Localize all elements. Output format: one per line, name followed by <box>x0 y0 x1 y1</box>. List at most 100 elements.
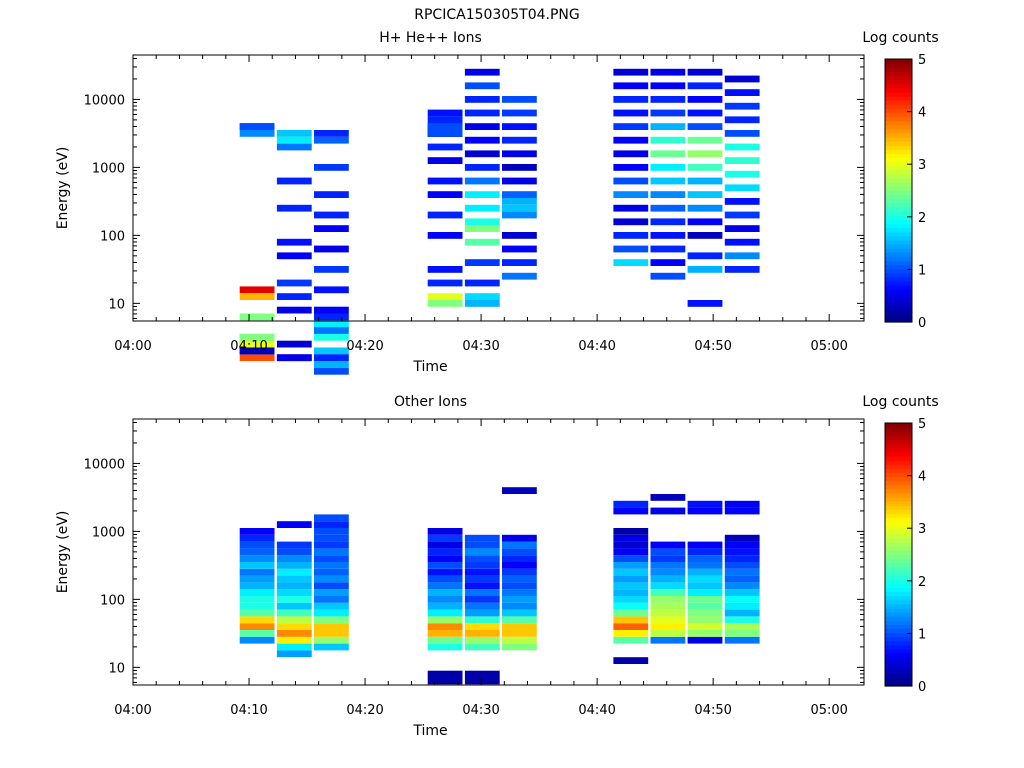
energy-bin <box>650 494 686 501</box>
energy-bin <box>650 123 686 130</box>
colorbar-segment <box>885 305 912 311</box>
colorbar-segment <box>885 248 912 253</box>
time-column <box>687 68 723 307</box>
energy-bin <box>724 89 760 96</box>
energy-bin <box>650 272 686 280</box>
energy-bin <box>502 177 537 185</box>
energy-bin <box>427 623 463 630</box>
energy-bin <box>276 177 312 185</box>
colorbar-segment <box>885 243 912 249</box>
colorbar-segment <box>885 488 912 494</box>
colorbar-segment <box>885 431 912 436</box>
energy-bin <box>650 630 686 637</box>
energy-bin <box>314 130 349 137</box>
energy-bin <box>427 143 463 151</box>
y-tick-label: 10 <box>108 661 125 676</box>
energy-bin <box>502 232 537 239</box>
colorbar-segment <box>885 513 912 519</box>
energy-bin <box>314 636 349 644</box>
x-tick-label: 05:00 <box>810 339 847 354</box>
colorbar-segment <box>885 562 912 568</box>
energy-bin <box>687 616 723 624</box>
colorbar-segment <box>885 186 912 192</box>
energy-bin <box>502 245 537 253</box>
x-tick-label: 04:20 <box>346 703 383 718</box>
energy-bin <box>613 191 649 198</box>
time-column <box>724 75 760 273</box>
energy-bin <box>464 670 500 678</box>
energy-bin <box>502 272 537 280</box>
colorbar-segment <box>885 603 912 609</box>
energy-bin <box>613 582 649 590</box>
colorbar-segment <box>885 174 912 179</box>
energy-bin <box>687 96 723 103</box>
energy-bin <box>650 136 686 144</box>
energy-bin <box>239 575 275 583</box>
colorbar-segment <box>885 624 912 630</box>
colorbar-segment <box>885 67 912 72</box>
x-axis: 04:00 04:10 04:20 04:30 04:40 04:50 05:00 <box>114 419 848 718</box>
x-axis-label: Time <box>412 359 447 375</box>
colorbar-segment <box>885 190 912 196</box>
energy-bin <box>724 198 760 205</box>
colorbar-segment <box>885 252 912 257</box>
energy-bin <box>314 354 349 362</box>
colorbar-segment <box>885 649 912 654</box>
energy-bin <box>613 82 649 90</box>
colorbar-segment <box>885 268 912 274</box>
colorbar-segment <box>885 264 912 270</box>
colorbar-segment <box>885 443 912 449</box>
energy-bin <box>314 286 349 294</box>
colorbar-segment <box>885 272 912 278</box>
energy-bin <box>427 589 463 596</box>
energy-bin <box>276 582 312 590</box>
energy-bin <box>502 204 537 212</box>
energy-bin <box>613 596 649 603</box>
energy-bin <box>276 136 312 144</box>
y-tick-label: 1000 <box>92 525 125 540</box>
energy-bin <box>650 541 686 549</box>
energy-bin <box>427 293 463 300</box>
energy-bin <box>724 636 760 644</box>
energy-bin <box>502 582 537 590</box>
energy-bin <box>314 616 349 624</box>
energy-bin <box>427 630 463 637</box>
energy-bin <box>724 562 760 569</box>
energy-bin <box>276 596 312 603</box>
colorbar-segment <box>885 455 912 461</box>
energy-bin <box>613 534 649 542</box>
colorbar-segment <box>885 550 912 556</box>
energy-bin <box>650 191 686 198</box>
colorbar-segment <box>885 141 912 146</box>
colorbar-segment <box>885 533 912 539</box>
energy-bin <box>276 143 312 151</box>
energy-bin <box>613 528 649 535</box>
energy-bin <box>314 602 349 610</box>
energy-bin <box>502 596 537 603</box>
energy-bin <box>427 279 463 287</box>
energy-bin <box>239 534 275 542</box>
energy-bin <box>239 333 275 341</box>
energy-bin <box>724 102 760 110</box>
time-column <box>239 123 275 362</box>
energy-bin <box>724 575 760 583</box>
colorbar-frame <box>884 58 913 323</box>
colorbar-segment <box>885 87 912 93</box>
energy-bin <box>650 609 686 617</box>
colorbar-segment <box>885 83 912 89</box>
time-column <box>239 528 275 644</box>
energy-bin <box>239 602 275 610</box>
colorbar-segment <box>885 570 912 576</box>
x-tick-label: 04:50 <box>694 339 731 354</box>
colorbar-segment <box>885 459 912 465</box>
energy-bin <box>464 575 500 583</box>
energy-bin <box>427 191 463 198</box>
energy-bin <box>613 96 649 103</box>
energy-bin <box>314 568 349 576</box>
colorbar-segment <box>885 297 912 303</box>
colorbar-segment <box>885 165 912 171</box>
colorbar-segment <box>885 79 912 85</box>
colorbar-segment <box>885 468 912 473</box>
energy-bin <box>687 252 723 260</box>
